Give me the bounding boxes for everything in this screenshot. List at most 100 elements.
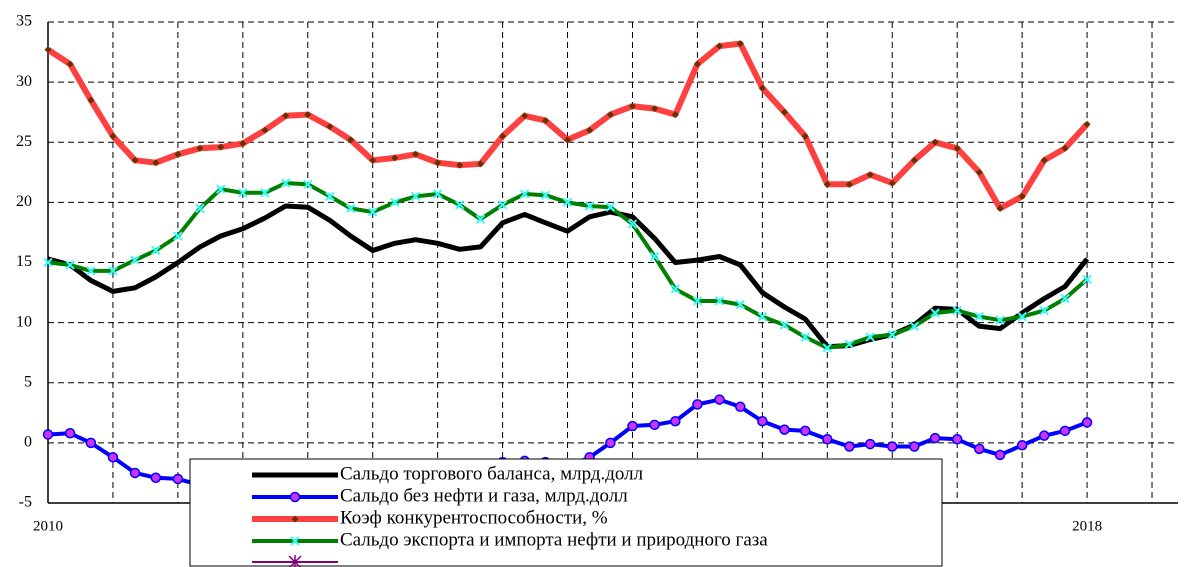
marker — [627, 420, 638, 432]
marker — [845, 180, 853, 188]
marker — [173, 231, 183, 241]
marker — [42, 429, 54, 440]
marker — [261, 126, 269, 134]
marker — [974, 443, 985, 455]
marker — [109, 132, 117, 140]
legend-label: Сальдо экспорта и импорта нефти и природ… — [340, 529, 768, 550]
legend-marker — [291, 515, 299, 523]
marker — [714, 394, 725, 405]
marker — [410, 191, 421, 202]
y-tick-label: -5 — [19, 494, 32, 511]
marker — [1061, 144, 1069, 152]
marker — [974, 311, 984, 322]
marker — [822, 434, 833, 445]
marker — [151, 245, 161, 256]
marker — [866, 171, 874, 179]
marker — [391, 154, 399, 162]
legend-marker — [290, 536, 300, 546]
marker — [692, 296, 703, 306]
marker — [670, 415, 681, 427]
marker — [196, 144, 204, 152]
marker — [649, 419, 660, 431]
marker — [628, 102, 636, 110]
marker — [1081, 417, 1093, 428]
marker — [651, 105, 659, 113]
marker — [1038, 430, 1050, 441]
marker — [347, 136, 355, 144]
marker — [434, 159, 442, 167]
marker — [304, 111, 312, 119]
marker — [280, 178, 291, 188]
marker — [865, 332, 875, 342]
marker — [1018, 192, 1026, 200]
marker — [1082, 274, 1092, 285]
marker — [1060, 293, 1070, 304]
marker — [887, 441, 898, 452]
marker — [951, 434, 963, 445]
marker — [107, 452, 119, 463]
marker — [66, 60, 74, 68]
series — [44, 40, 1091, 212]
marker — [844, 339, 855, 349]
marker — [432, 189, 443, 199]
marker — [605, 202, 616, 212]
marker — [325, 191, 335, 202]
marker — [541, 117, 549, 125]
marker — [475, 214, 486, 224]
marker — [586, 126, 594, 134]
marker — [975, 168, 983, 176]
marker — [584, 201, 595, 211]
marker — [303, 179, 313, 190]
marker — [910, 156, 918, 164]
marker — [995, 315, 1005, 325]
y-tick-label: 20 — [16, 193, 32, 210]
marker — [131, 156, 139, 164]
marker — [692, 399, 703, 410]
marker — [758, 84, 766, 92]
marker — [1039, 305, 1049, 316]
marker — [130, 255, 140, 265]
marker — [44, 46, 52, 54]
marker — [540, 190, 551, 200]
marker — [693, 60, 701, 68]
marker — [930, 308, 940, 318]
marker — [174, 150, 182, 158]
x-tick-label: 2018 — [1072, 518, 1102, 534]
marker — [888, 179, 896, 187]
marker — [260, 188, 270, 198]
marker — [477, 160, 485, 168]
marker — [239, 139, 247, 147]
marker — [800, 332, 810, 342]
marker — [1016, 440, 1028, 451]
y-tick-label: 25 — [16, 133, 32, 150]
marker — [780, 108, 788, 116]
marker — [216, 184, 226, 194]
marker — [521, 112, 529, 120]
marker — [605, 437, 616, 449]
marker — [43, 257, 53, 268]
marker — [152, 159, 160, 167]
marker — [953, 144, 961, 152]
marker — [369, 156, 377, 164]
marker — [238, 188, 248, 198]
marker — [326, 123, 334, 131]
legend-marker — [289, 491, 301, 503]
marker — [716, 42, 724, 50]
marker — [195, 203, 205, 214]
marker — [1040, 156, 1048, 164]
marker — [736, 40, 744, 48]
marker — [887, 329, 897, 340]
y-tick-label: 35 — [16, 13, 32, 30]
marker — [455, 200, 465, 210]
marker — [390, 197, 400, 208]
marker — [562, 197, 573, 208]
marker — [150, 472, 162, 483]
series — [43, 178, 1092, 353]
marker — [844, 441, 855, 452]
legend-label: Сальдо без нефти и газа, млрд.долл — [340, 485, 628, 506]
y-tick-label: 30 — [16, 73, 32, 90]
marker — [864, 438, 876, 450]
marker — [172, 473, 184, 485]
legend: Сальдо торгового баланса, млрд.доллСальд… — [189, 458, 943, 567]
marker — [368, 207, 378, 217]
